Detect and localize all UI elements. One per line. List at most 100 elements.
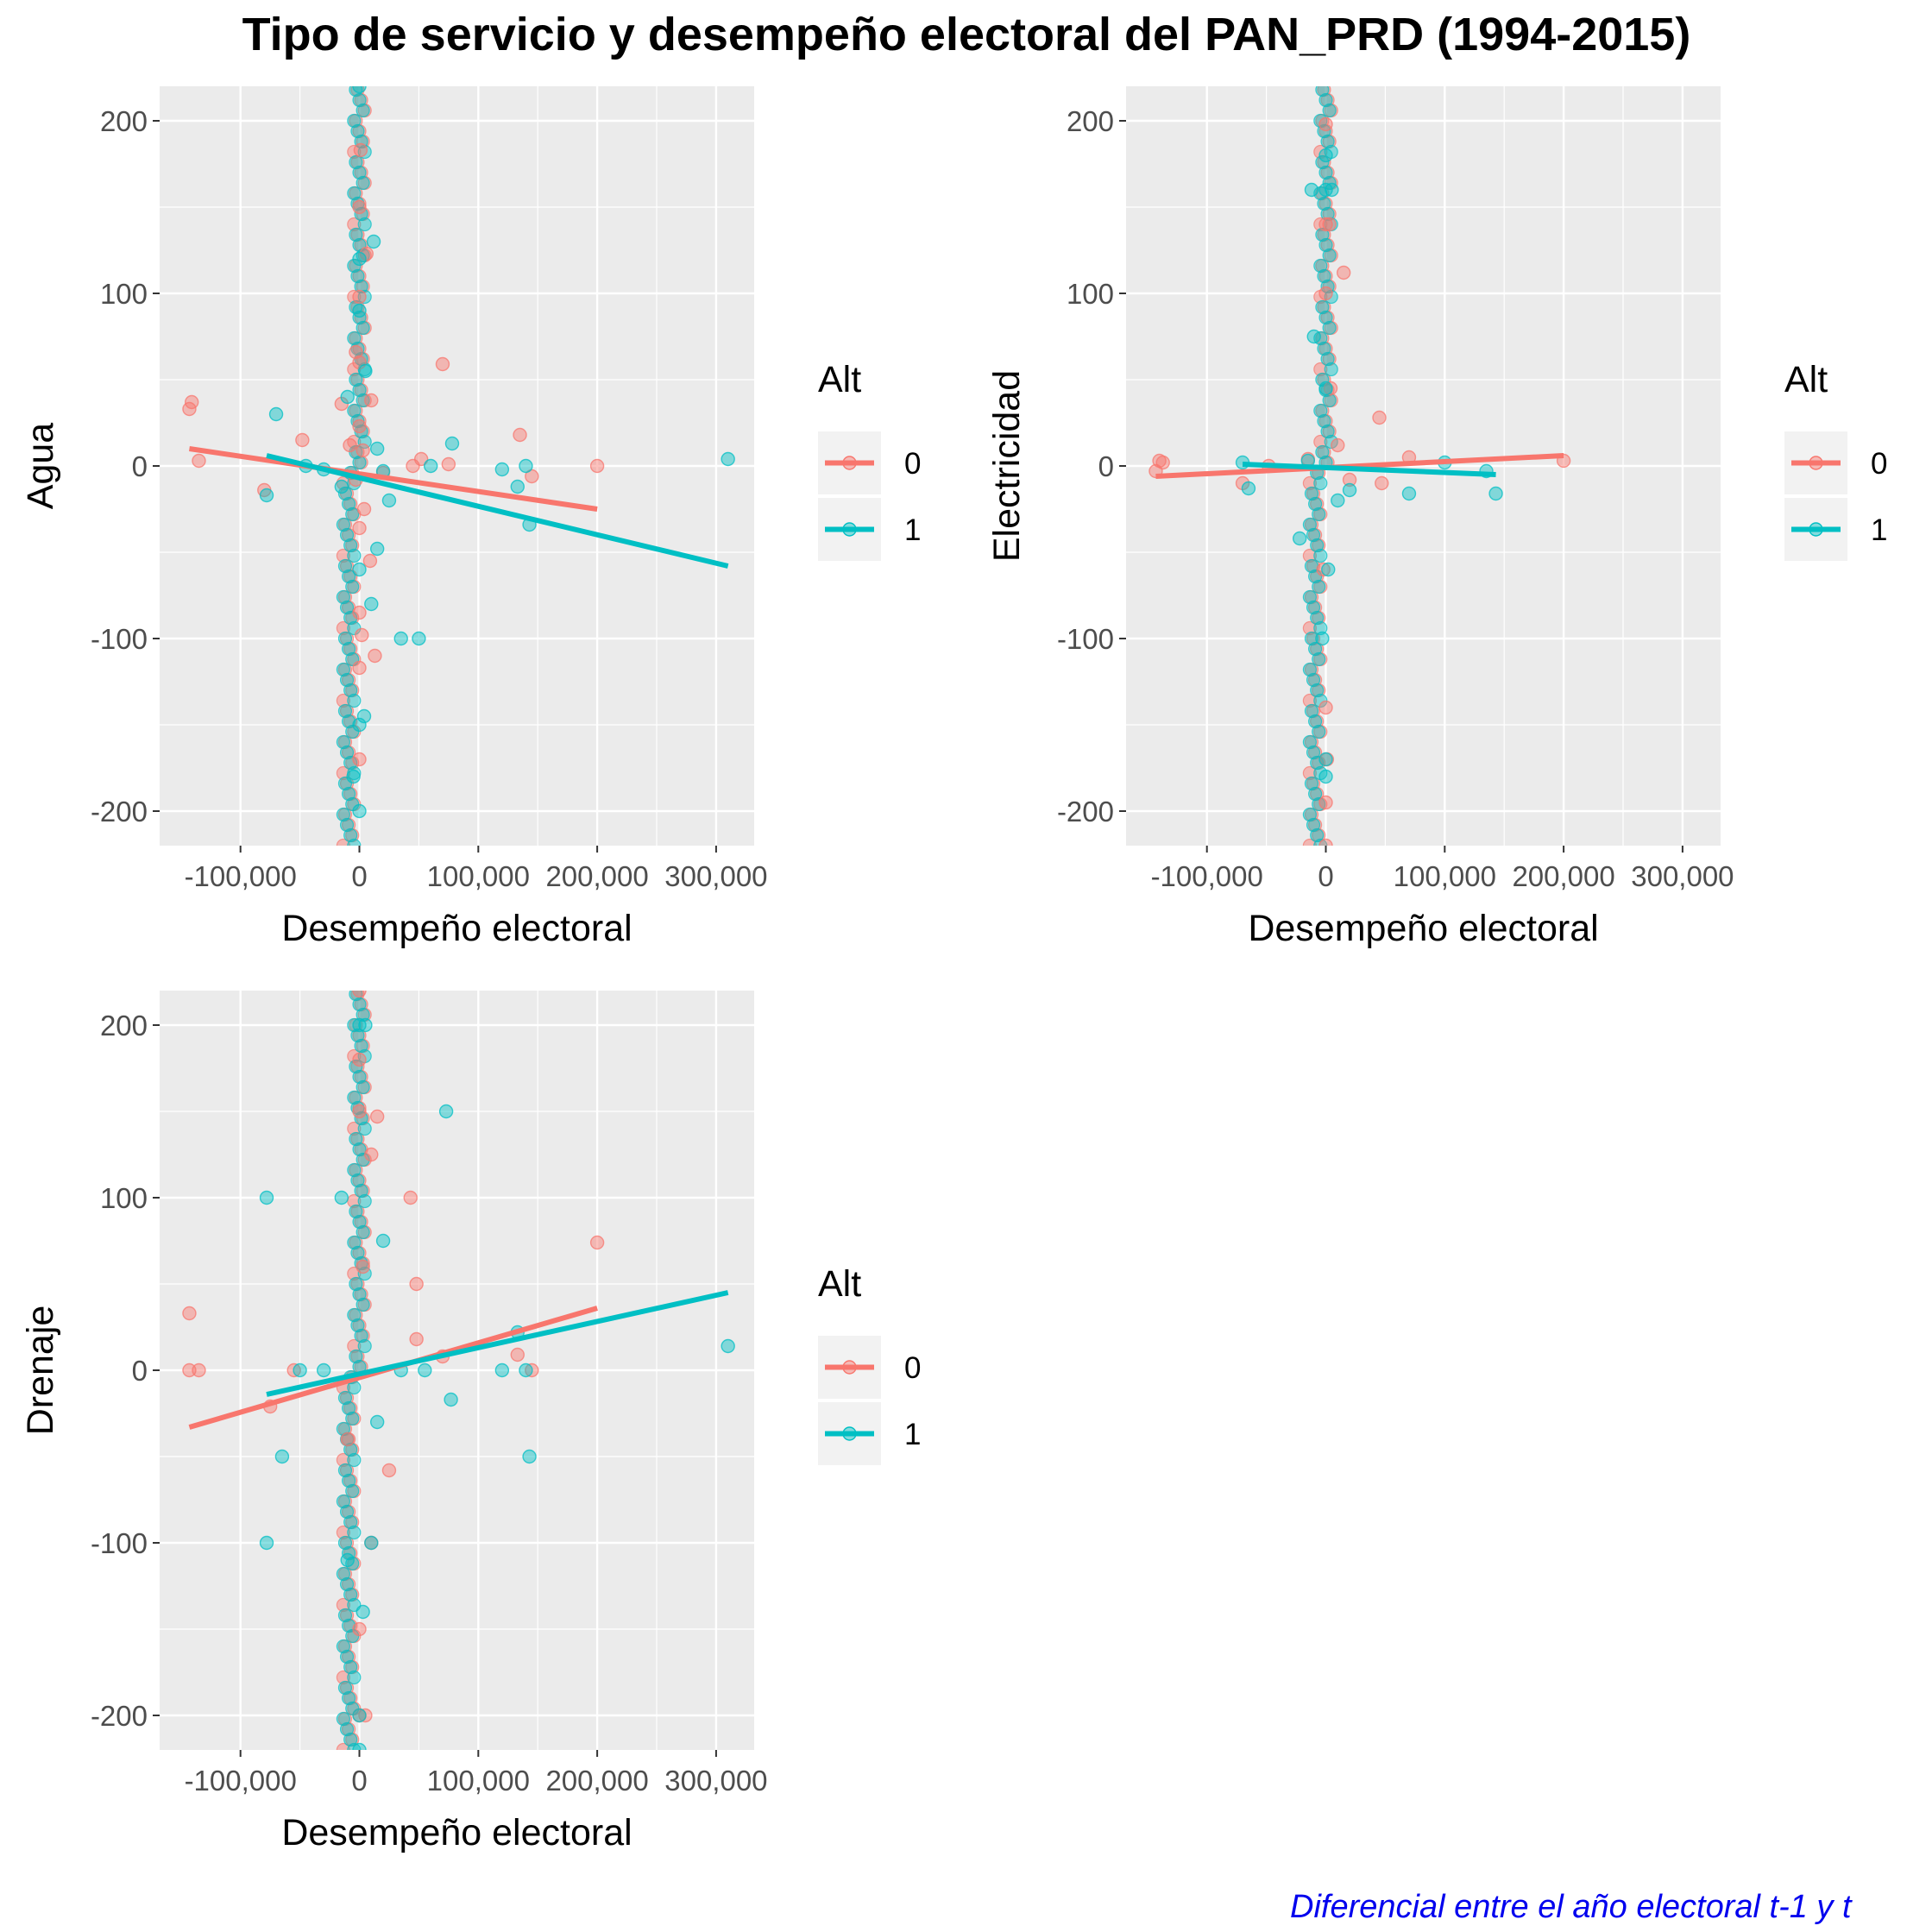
- chart-caption: Diferencial entre el año electoral t-1 y…: [1290, 1889, 1853, 1925]
- band-point-alt-1: [1304, 631, 1319, 646]
- band-point-alt-1: [1304, 486, 1319, 501]
- band-point-alt-1: [357, 1121, 372, 1136]
- scatter-point-alt-0: [403, 1190, 418, 1205]
- scatter-point-alt-0: [364, 393, 379, 408]
- panel-drenaje: -100,000 0 100,000 200,000 300,000 -200 -100 0 1…: [20, 991, 921, 1853]
- scatter-point-alt-1: [423, 458, 438, 474]
- scatter-point-alt-0: [1318, 217, 1333, 232]
- band-point-alt-1: [1315, 372, 1330, 387]
- band-point-alt-1: [1310, 610, 1325, 626]
- band-point-alt-1: [336, 734, 351, 750]
- band-point-alt-1: [347, 1162, 362, 1178]
- band-point-alt-1: [343, 1732, 358, 1747]
- scatter-point-alt-1: [1318, 752, 1333, 767]
- band-point-alt-1: [1324, 434, 1338, 450]
- y-tick-label: 100: [100, 278, 148, 310]
- y-tick-label: -100: [91, 623, 148, 655]
- band-point-alt-1: [345, 507, 360, 522]
- band-point-alt-0: [336, 1597, 351, 1613]
- band-point-alt-1: [1312, 507, 1326, 522]
- scatter-point-alt-0: [1342, 472, 1357, 488]
- scatter-point-alt-1: [340, 1552, 355, 1568]
- band-point-alt-1: [337, 1680, 353, 1696]
- scatter-point-alt-0: [441, 456, 456, 472]
- band-point-alt-1: [343, 1514, 358, 1530]
- scatter-point-alt-1: [1488, 486, 1503, 501]
- band-point-alt-1: [357, 1193, 372, 1209]
- band-point-alt-1: [1315, 227, 1330, 242]
- scatter-point-alt-1: [316, 1362, 331, 1378]
- scatter-point-alt-1: [519, 1362, 533, 1378]
- legend-label: 0: [904, 447, 921, 481]
- scatter-point-alt-1: [721, 1338, 735, 1354]
- scatter-point-alt-1: [259, 1535, 274, 1551]
- band-point-alt-1: [342, 1400, 356, 1416]
- band-point-alt-1: [350, 1173, 365, 1188]
- scatter-point-alt-0: [513, 427, 527, 443]
- y-tick-label: -200: [91, 796, 148, 828]
- scatter-point-alt-0: [364, 1147, 379, 1162]
- band-point-alt-0: [1313, 434, 1328, 450]
- band-point-alt-1: [349, 1059, 363, 1074]
- scatter-point-alt-1: [1318, 381, 1333, 396]
- band-point-alt-1: [356, 1152, 370, 1167]
- band-point-alt-1: [1306, 745, 1321, 760]
- scatter-point-alt-1: [352, 562, 367, 577]
- x-tick-label: 0: [351, 860, 367, 892]
- band-point-alt-1: [336, 1421, 351, 1437]
- scatter-point-alt-1: [1292, 531, 1307, 546]
- data-layer: [1149, 86, 1571, 846]
- band-point-alt-1: [356, 1007, 370, 1023]
- scatter-point-alt-0: [182, 1306, 197, 1321]
- band-point-alt-1: [343, 683, 358, 698]
- y-tick-label: -200: [1057, 796, 1114, 828]
- band-point-alt-1: [1315, 444, 1330, 460]
- band-point-alt-1: [1317, 413, 1331, 429]
- band-point-alt-0: [336, 548, 351, 563]
- scatter-point-alt-0: [1336, 265, 1351, 280]
- band-point-alt-1: [349, 372, 363, 387]
- x-tick-label: 0: [1318, 860, 1333, 892]
- band-point-alt-1: [345, 579, 360, 595]
- x-axis-title: Desempeño electoral: [281, 908, 632, 949]
- band-point-alt-1: [1306, 600, 1321, 615]
- band-point-alt-1: [354, 1328, 368, 1344]
- x-tick-label: 300,000: [664, 860, 767, 892]
- band-point-alt-1: [354, 1038, 368, 1054]
- scatter-point-alt-1: [369, 1414, 385, 1430]
- band-point-alt-1: [1313, 475, 1328, 491]
- band-point-alt-1: [1320, 206, 1335, 222]
- band-point-alt-1: [1308, 496, 1323, 512]
- band-point-alt-1: [349, 1131, 363, 1147]
- scatter-point-alt-0: [349, 344, 363, 360]
- scatter-point-alt-0: [185, 394, 199, 410]
- band-point-alt-1: [1308, 714, 1323, 729]
- scatter-point-alt-1: [334, 479, 349, 494]
- y-tick-label: 200: [1067, 105, 1114, 137]
- band-point-alt-1: [356, 1224, 370, 1240]
- fit-line-alt-0: [1155, 453, 1564, 479]
- fit-line-alt-1: [266, 1290, 729, 1397]
- scatter-point-alt-1: [268, 406, 284, 422]
- y-tick-label: 0: [1098, 450, 1114, 482]
- band-point-alt-1: [356, 1079, 370, 1095]
- band-point-alt-0: [1313, 362, 1328, 377]
- scatter-point-alt-1: [494, 462, 510, 477]
- band-point-alt-1: [345, 1483, 360, 1499]
- band-point-alt-0: [347, 289, 362, 305]
- x-tick-label: 0: [351, 1765, 367, 1797]
- band-point-alt-1: [339, 600, 355, 615]
- band-point-alt-1: [342, 1618, 356, 1633]
- band-point-alt-1: [342, 1473, 356, 1488]
- band-point-alt-1: [339, 745, 355, 760]
- band-point-alt-1: [1306, 527, 1321, 543]
- band-point-alt-1: [1313, 548, 1328, 563]
- scatter-point-alt-0: [356, 501, 372, 517]
- scatter-point-alt-0: [355, 627, 369, 643]
- band-point-alt-1: [1324, 362, 1338, 377]
- band-point-alt-1: [347, 403, 362, 418]
- x-tick-label: 100,000: [1394, 860, 1496, 892]
- fit-line-alt-0: [189, 446, 598, 512]
- scatter-point-alt-0: [352, 520, 367, 536]
